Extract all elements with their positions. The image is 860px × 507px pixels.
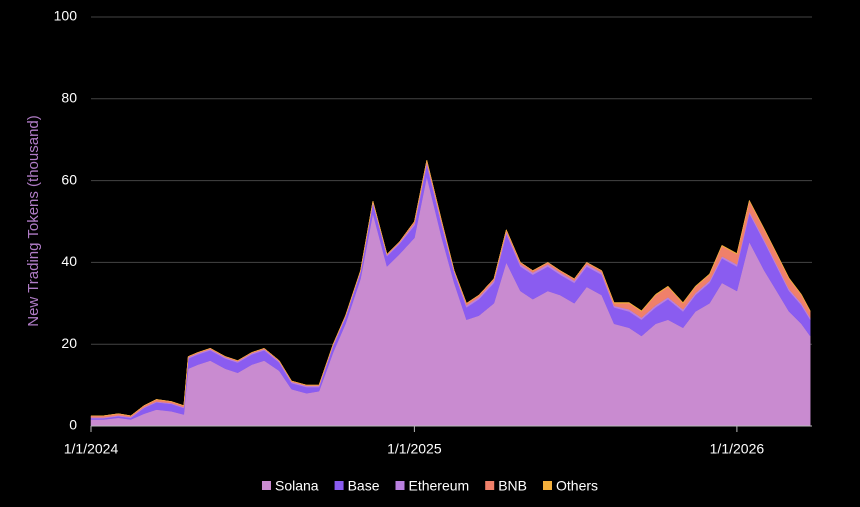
legend-swatch [334, 481, 344, 490]
y-tick-label: 80 [61, 90, 77, 106]
legend: Solana Base Ethereum BNB Others [261, 478, 598, 494]
y-tick-label: 60 [61, 171, 77, 187]
legend-label: BNB [498, 478, 527, 494]
y-axis-label: New Trading Tokens (thousand) [25, 115, 42, 327]
x-tick-label: 1/1/2026 [710, 441, 765, 457]
y-tick-label: 40 [61, 253, 77, 269]
x-tick-label: 1/1/2024 [64, 441, 119, 457]
legend-swatch [543, 481, 552, 490]
legend-swatch [395, 481, 405, 490]
legend-label: Base [348, 478, 380, 494]
legend-label: Ethereum [409, 478, 470, 494]
y-tick-label: 100 [54, 8, 78, 24]
y-tick-label: 20 [61, 335, 77, 351]
legend-label: Solana [275, 478, 319, 494]
x-tick-label: 1/1/2025 [387, 441, 442, 457]
y-tick-label: 0 [69, 417, 77, 433]
legend-swatch [485, 481, 495, 490]
area [91, 160, 811, 417]
legend-label: Others [556, 478, 598, 494]
legend-swatch [261, 481, 271, 490]
